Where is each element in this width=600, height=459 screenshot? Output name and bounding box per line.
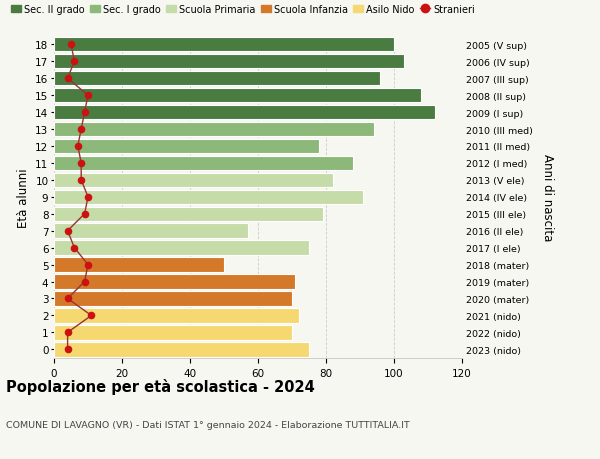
Point [63,346,73,353]
Point [76,126,86,134]
Bar [54,258,224,272]
Text: COMUNE DI LAVAGNO (VR) - Dati ISTAT 1° gennaio 2024 - Elaborazione TUTTITALIA.IT: COMUNE DI LAVAGNO (VR) - Dati ISTAT 1° g… [6,420,410,429]
Point [80,278,89,285]
Point [80,109,89,117]
Bar [54,55,404,69]
Point [80,211,89,218]
Bar [54,224,248,238]
Bar [54,342,309,357]
Bar [54,207,323,221]
Point [70,245,79,252]
Point [76,160,86,167]
Bar [54,72,380,86]
Point [83,194,93,201]
Point [83,92,93,100]
Bar [54,275,295,289]
Point [63,75,73,83]
Point [73,143,83,150]
Text: Popolazione per età scolastica - 2024: Popolazione per età scolastica - 2024 [6,379,315,395]
Point [66,41,76,49]
Bar [54,123,374,137]
Bar [54,325,292,340]
Legend: Sec. II grado, Sec. I grado, Scuola Primaria, Scuola Infanzia, Asilo Nido, Stran: Sec. II grado, Sec. I grado, Scuola Prim… [11,5,475,15]
Bar [54,173,333,188]
Point [63,228,73,235]
Point [70,58,79,66]
Point [63,329,73,336]
Bar [54,89,421,103]
Point [63,295,73,302]
Bar [54,38,394,52]
Bar [54,291,292,306]
Bar [54,140,319,154]
Bar [54,241,309,255]
Y-axis label: Anni di nascita: Anni di nascita [541,154,554,241]
Bar [54,308,299,323]
Bar [54,106,435,120]
Bar [54,190,364,205]
Bar [54,157,353,171]
Y-axis label: Età alunni: Età alunni [17,168,29,227]
Point [86,312,96,319]
Point [83,261,93,269]
Point [76,177,86,184]
